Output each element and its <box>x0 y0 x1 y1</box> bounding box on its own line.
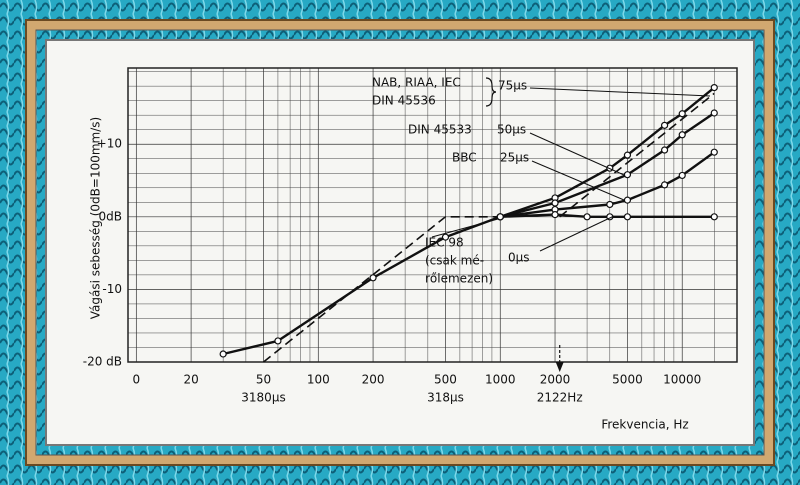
curve-marker <box>219 350 227 358</box>
curve-marker <box>496 213 504 221</box>
curve-marker <box>710 213 718 221</box>
x-tick-label: 2000 <box>540 373 571 387</box>
curve-marker <box>660 181 669 189</box>
curve-marker <box>660 146 669 154</box>
curve-marker <box>551 199 559 207</box>
curve-marker <box>678 110 686 118</box>
curve-label: NAB, RIAA, IEC <box>372 76 461 90</box>
y-tick-label: +10 <box>97 137 122 151</box>
curve-marker <box>678 171 686 180</box>
y-tick-label: -20 dB <box>83 355 122 369</box>
x-tick-label: 100 <box>307 373 330 387</box>
curve-marker <box>369 274 377 282</box>
x-tick-label: 5000 <box>612 373 643 387</box>
leader-line <box>529 132 625 176</box>
x-tick-label: 10000 <box>663 373 701 387</box>
curve-marker <box>710 83 718 92</box>
asymptote <box>263 216 501 363</box>
brace <box>485 77 497 107</box>
curve-marker <box>710 148 718 156</box>
curve <box>222 213 715 356</box>
curve-marker <box>710 109 718 117</box>
y-tick-label: 0dB <box>99 209 122 223</box>
curve <box>500 112 715 218</box>
curve-label: BBC <box>452 151 477 165</box>
annotation: 3180µs <box>241 391 285 405</box>
x-tick-label: 1000 <box>485 373 516 387</box>
annotation: 2122Hz <box>537 391 583 405</box>
plot-frame <box>127 67 738 363</box>
curve-label: (csak mé- <box>425 254 484 268</box>
curve-label: IEC 98 <box>425 236 464 250</box>
curve-marker <box>623 151 632 159</box>
curve-name: 25µs <box>500 151 529 165</box>
arrow-head <box>555 362 564 372</box>
x-tick-label: 500 <box>434 373 457 387</box>
leader-line <box>529 87 711 97</box>
curve-name: 50µs <box>497 123 526 137</box>
x-tick-label: 0 <box>133 373 141 387</box>
curve-name: 0µs <box>508 251 530 265</box>
curve-marker <box>623 213 632 221</box>
curve-label: DIN 45533 <box>408 123 472 137</box>
curve-marker <box>623 171 632 179</box>
x-tick-label: 50 <box>256 373 271 387</box>
leader-line <box>531 160 625 201</box>
curve-name: 75µs <box>498 79 527 93</box>
curve-marker <box>660 121 669 129</box>
curve-marker <box>441 233 450 241</box>
leader-line <box>539 215 615 252</box>
y-tick-label: -10 <box>102 282 122 296</box>
x-tick-label: 200 <box>362 373 385 387</box>
curve-marker <box>678 131 686 139</box>
curve-marker <box>583 213 591 221</box>
curve-marker <box>623 196 632 204</box>
annotation: 318µs <box>427 391 464 405</box>
curve-marker <box>274 337 282 345</box>
x-axis-title: Frekvencia, Hz <box>601 418 688 432</box>
curve-marker <box>551 211 559 219</box>
x-tick-label: 20 <box>183 373 198 387</box>
curve-marker <box>606 200 614 209</box>
curve-label: DIN 45536 <box>372 94 436 108</box>
curve-label: rőlemezen) <box>425 272 493 286</box>
y-axis-title: Vágási sebesség (0dB=100mm/s) <box>89 117 103 319</box>
chart-panel <box>45 39 755 446</box>
asymptote <box>559 92 715 218</box>
leader-line <box>431 218 499 238</box>
